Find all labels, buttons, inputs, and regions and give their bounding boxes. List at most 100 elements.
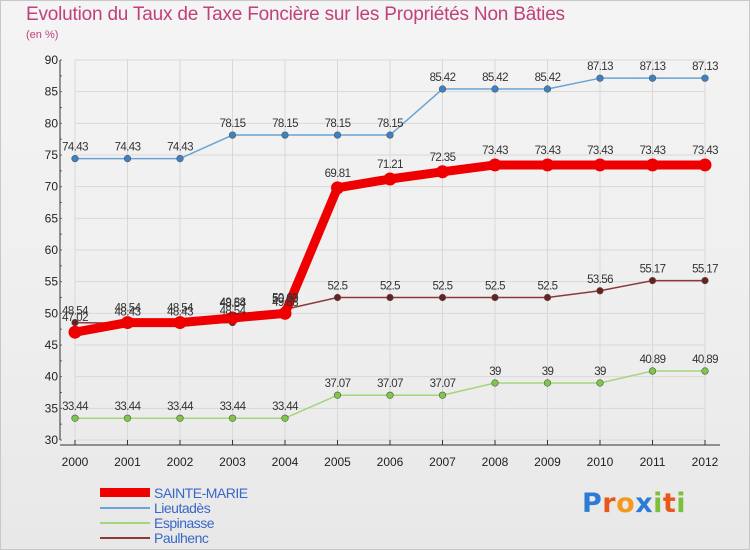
legend-item-lieutades: Lieutadès: [100, 500, 360, 516]
data-label: 78.15: [377, 118, 403, 130]
data-point-lieutades: [491, 85, 499, 93]
data-label: 85.42: [482, 72, 508, 84]
data-label: 74.43: [62, 142, 88, 154]
data-label: 85.42: [535, 72, 561, 84]
data-label: 74.43: [167, 142, 193, 154]
data-point-lieutades: [648, 74, 657, 82]
data-point-paulhenc: [648, 276, 657, 285]
chart-title: Evolution du Taux de Taxe Foncière sur l…: [26, 4, 565, 25]
x-tick-label: 2001: [114, 455, 141, 469]
proxiti-logo: Proxiti: [582, 488, 686, 519]
data-point-espinasse: [491, 379, 499, 387]
data-point-paulhenc: [333, 293, 342, 302]
data-label: 74.43: [115, 142, 141, 154]
data-point-paulhenc: [596, 287, 604, 295]
data-point-espinasse: [438, 391, 447, 399]
x-tick-label: 2005: [324, 455, 351, 469]
legend-label: SAINTE-MARIE: [154, 485, 248, 501]
x-tick-label: 2000: [62, 455, 89, 469]
data-label: 87.13: [587, 61, 613, 73]
data-label: 69.81: [325, 168, 351, 180]
data-label: 40.89: [692, 354, 718, 366]
data-label: 50.00: [272, 293, 298, 305]
data-point-sainte-marie: [226, 311, 239, 325]
data-label: 33.44: [272, 401, 299, 413]
data-point-paulhenc: [386, 293, 394, 302]
y-tick-label: 90: [45, 53, 59, 67]
logo-letter: i: [676, 488, 687, 519]
data-label: 40.89: [640, 354, 666, 366]
data-point-sainte-marie: [173, 316, 187, 330]
data-label: 48.54: [167, 303, 194, 315]
data-label: 78.15: [220, 118, 246, 130]
logo-letter: P: [582, 488, 603, 519]
data-point-sainte-marie: [331, 181, 344, 195]
y-tick-label: 70: [45, 180, 59, 194]
logo-letter: x: [635, 488, 654, 519]
legend-item-paulhenc: Paulhenc: [100, 530, 360, 546]
x-tick-label: 2003: [219, 455, 246, 469]
data-label: 52.5: [328, 281, 348, 293]
data-point-espinasse: [386, 391, 394, 399]
y-tick-label: 65: [45, 211, 59, 225]
data-label: 48.54: [220, 306, 247, 318]
x-tick-label: 2004: [272, 455, 299, 469]
chart-unit-label: (en %): [26, 29, 59, 41]
data-label: 87.13: [640, 61, 666, 73]
data-label: 71.21: [377, 159, 403, 171]
legend-label: Lieutadès: [154, 500, 211, 516]
legend: SAINTE-MARIE Lieutadès Espinasse Paulhen…: [100, 485, 360, 546]
data-point-paulhenc: [701, 276, 709, 285]
data-label: 33.44: [115, 401, 142, 413]
data-label: 52.5: [538, 281, 558, 293]
data-label: 73.43: [535, 145, 561, 157]
data-label: 73.43: [482, 145, 508, 157]
data-label: 52.5: [485, 281, 505, 293]
data-label: 39: [542, 366, 554, 378]
data-point-sainte-marie: [698, 158, 712, 172]
data-label: 37.07: [377, 378, 403, 390]
data-label: 39: [489, 366, 501, 378]
data-point-lieutades: [71, 155, 79, 163]
legend-label: Paulhenc: [154, 530, 209, 546]
x-tick-label: 2002: [167, 455, 194, 469]
data-label: 78.15: [325, 118, 351, 130]
y-tick-label: 75: [45, 148, 59, 162]
y-tick-label: 40: [45, 370, 59, 384]
data-point-espinasse: [596, 379, 604, 387]
data-label: 52.5: [433, 281, 453, 293]
y-tick-label: 80: [45, 116, 59, 130]
data-label: 48.54: [220, 298, 247, 310]
y-tick-label: 30: [45, 433, 59, 447]
y-tick-label: 55: [45, 275, 59, 289]
line-chart: 30 35 40 45 50 55 60 65 70 75 80 85 90 2000 2001 2002 20…: [45, 53, 720, 469]
y-tick-label: 50: [45, 306, 59, 320]
grid: [74, 59, 706, 441]
x-tick-label: 2008: [482, 455, 509, 469]
legend-item-espinasse: Espinasse: [100, 515, 360, 531]
logo-letter: t: [662, 488, 677, 519]
data-point-espinasse: [333, 391, 342, 399]
x-tick-label: 2010: [587, 455, 614, 469]
y-tick-label: 35: [45, 401, 59, 415]
data-label: 48.43: [167, 306, 193, 318]
data-point-espinasse: [71, 414, 79, 422]
legend-label: Espinasse: [154, 515, 215, 531]
data-label: 48.43: [115, 306, 141, 318]
data-point-lieutades: [701, 74, 709, 82]
data-label: 73.43: [587, 145, 613, 157]
data-label: 33.44: [220, 401, 247, 413]
data-point-sainte-marie: [121, 316, 134, 330]
data-point-lieutades: [228, 131, 237, 139]
logo-letter: i: [653, 488, 663, 519]
data-label: 33.44: [62, 401, 89, 413]
legend-swatch: [100, 488, 150, 497]
data-point-sainte-marie: [383, 172, 397, 186]
data-label: 49.88: [272, 297, 298, 309]
data-point-espinasse: [281, 414, 289, 422]
series: [68, 74, 712, 422]
data-point-sainte-marie: [541, 158, 554, 172]
legend-swatch: [100, 507, 150, 509]
y-tick-label: 85: [45, 85, 59, 99]
data-label: 39: [594, 366, 606, 378]
